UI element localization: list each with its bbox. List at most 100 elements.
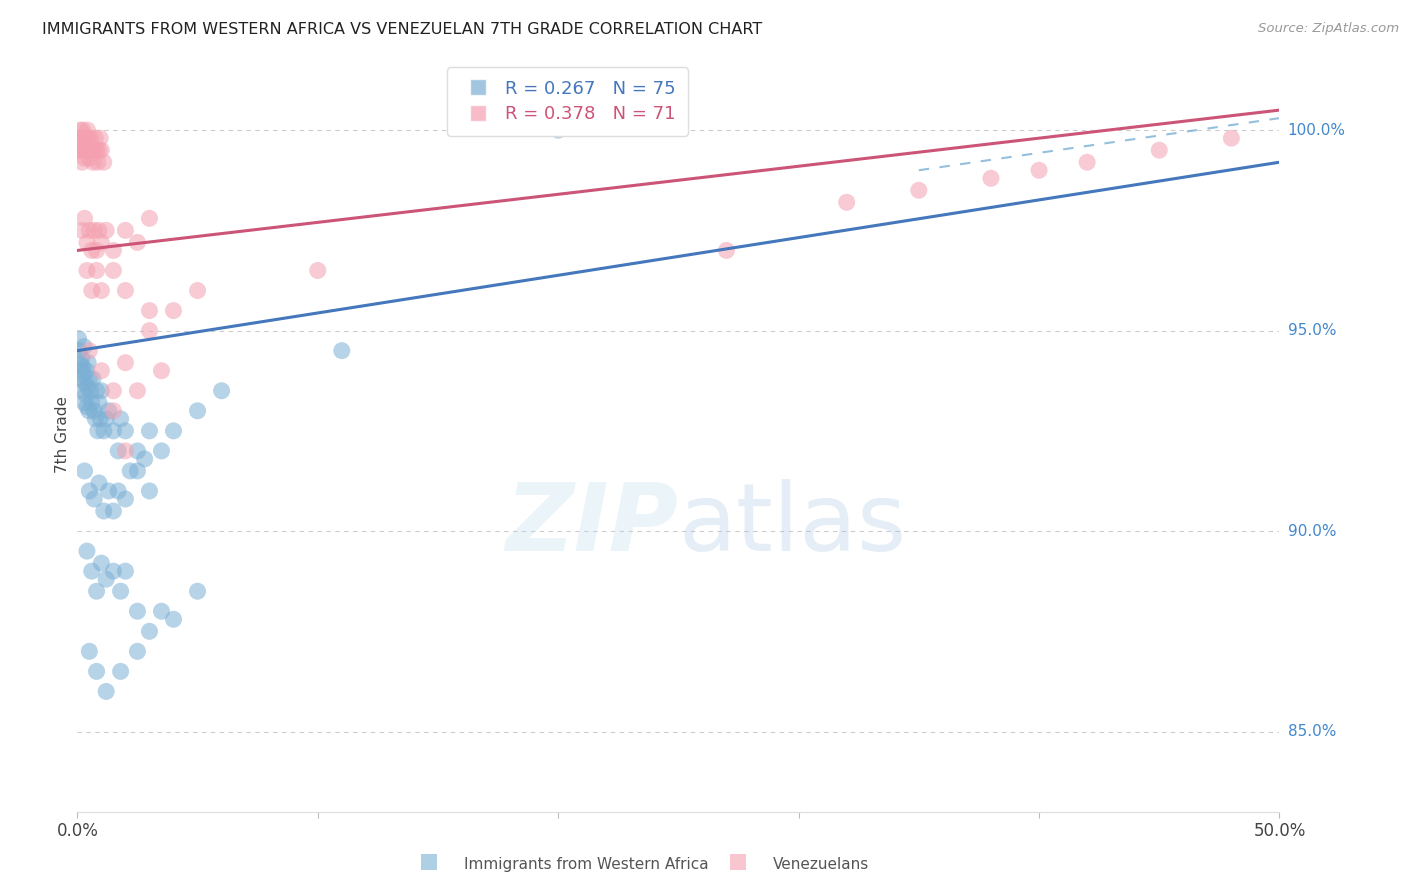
Point <box>86 584 108 599</box>
Point <box>80 244 103 258</box>
Point <box>980 171 1002 186</box>
Point <box>73 464 96 478</box>
Point <box>1220 131 1243 145</box>
Point <box>93 155 115 169</box>
Text: Immigrants from Western Africa: Immigrants from Western Africa <box>464 857 709 872</box>
Point <box>150 443 173 458</box>
Point <box>114 424 136 438</box>
Point <box>76 143 98 157</box>
Point <box>134 451 156 466</box>
Text: 100.0%: 100.0% <box>1288 122 1346 137</box>
Point <box>90 384 112 398</box>
Point <box>643 115 665 129</box>
Point <box>96 572 118 586</box>
Point <box>83 143 105 157</box>
Text: 95.0%: 95.0% <box>1288 323 1336 338</box>
Point <box>87 424 110 438</box>
Point <box>70 143 93 157</box>
Point <box>110 665 132 679</box>
Point <box>107 443 129 458</box>
Point <box>75 143 97 157</box>
Point <box>162 424 184 438</box>
Point <box>330 343 353 358</box>
Point <box>103 404 125 418</box>
Text: ZIP: ZIP <box>506 479 679 571</box>
Point <box>72 131 94 145</box>
Legend: R = 0.267   N = 75, R = 0.378   N = 71: R = 0.267 N = 75, R = 0.378 N = 71 <box>447 67 688 136</box>
Point <box>127 235 149 250</box>
Point <box>103 564 125 578</box>
Point <box>82 372 104 386</box>
Point <box>96 684 118 698</box>
Point <box>77 143 100 157</box>
Point <box>727 855 749 869</box>
Point <box>186 584 209 599</box>
Point <box>73 135 96 149</box>
Point <box>1076 155 1098 169</box>
Point <box>79 483 101 498</box>
Point <box>97 404 120 418</box>
Point <box>547 123 569 137</box>
Point <box>82 155 104 169</box>
Point <box>76 400 98 414</box>
Point <box>87 223 110 237</box>
Point <box>114 284 136 298</box>
Text: Venezuelans: Venezuelans <box>773 857 869 872</box>
Text: Source: ZipAtlas.com: Source: ZipAtlas.com <box>1258 22 1399 36</box>
Y-axis label: 7th Grade: 7th Grade <box>55 396 70 474</box>
Point <box>127 443 149 458</box>
Point <box>93 504 115 518</box>
Text: 90.0%: 90.0% <box>1288 524 1336 539</box>
Point <box>67 143 90 157</box>
Point <box>75 131 97 145</box>
Point <box>162 303 184 318</box>
Point <box>75 388 97 402</box>
Point <box>83 491 105 506</box>
Point <box>114 223 136 237</box>
Point <box>107 483 129 498</box>
Point <box>150 604 173 618</box>
Point <box>908 183 931 197</box>
Point <box>93 424 115 438</box>
Point <box>110 584 132 599</box>
Point <box>114 491 136 506</box>
Point <box>127 644 149 658</box>
Point <box>86 143 108 157</box>
Point <box>86 384 108 398</box>
Point <box>72 368 94 382</box>
Point <box>110 412 132 426</box>
Point <box>79 223 101 237</box>
Point <box>79 151 101 165</box>
Point <box>138 483 160 498</box>
Text: IMMIGRANTS FROM WESTERN AFRICA VS VENEZUELAN 7TH GRADE CORRELATION CHART: IMMIGRANTS FROM WESTERN AFRICA VS VENEZU… <box>42 22 762 37</box>
Point <box>1149 143 1171 157</box>
Point <box>67 343 90 358</box>
Point <box>70 155 93 169</box>
Point <box>127 464 149 478</box>
Point <box>79 384 101 398</box>
Point <box>83 404 105 418</box>
Point <box>186 404 209 418</box>
Point <box>77 356 100 370</box>
Point <box>114 356 136 370</box>
Point <box>83 223 105 237</box>
Point <box>716 244 738 258</box>
Point <box>96 223 118 237</box>
Point <box>69 372 91 386</box>
Point <box>138 324 160 338</box>
Point <box>77 404 100 418</box>
Point <box>72 359 94 374</box>
Point <box>96 412 118 426</box>
Point <box>79 372 101 386</box>
Point <box>80 564 103 578</box>
Point <box>73 151 96 165</box>
Point <box>89 412 111 426</box>
Point <box>86 263 108 277</box>
Point <box>69 123 91 137</box>
Point <box>73 396 96 410</box>
Point <box>103 424 125 438</box>
Point <box>76 235 98 250</box>
Point <box>127 604 149 618</box>
Point <box>90 235 112 250</box>
Point <box>120 464 142 478</box>
